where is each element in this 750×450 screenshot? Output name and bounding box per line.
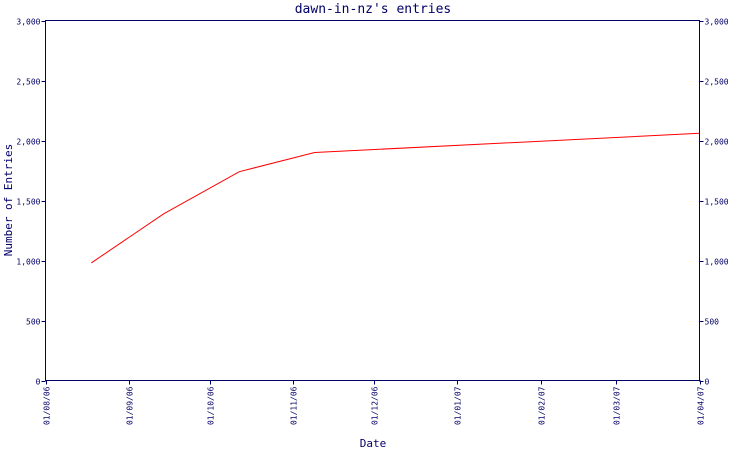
y-axis-left: 0 500 1,000 1,500 2,000 2,500 3,000 [16,18,46,387]
x-tick-label: 01/10/06 [207,386,216,425]
y-tick-label-left: 1,500 [16,198,40,207]
y-tick-label-right: 2,000 [705,138,729,147]
x-tick-label: 01/09/06 [126,386,135,425]
y-tick-label-left: 3,000 [16,18,40,27]
x-axis-title: Date [360,437,387,450]
x-tick-label: 01/03/07 [613,386,622,425]
chart-title: dawn-in-nz's entries [295,2,452,17]
y-tick-label-right: 0 [705,378,710,387]
y-tick-label-left: 1,000 [16,258,40,267]
x-tick-label: 01/02/07 [538,386,547,425]
y-tick-label-right: 1,000 [705,258,729,267]
x-tick-label: 01/04/07 [697,386,706,425]
y-tick-label-left: 500 [26,318,41,327]
plot-area-border [45,20,700,381]
x-tick-label: 01/01/07 [454,386,463,425]
y-tick-label-left: 0 [36,378,41,387]
y-tick-label-left: 2,000 [16,138,40,147]
x-axis: 01/08/06 01/09/06 01/10/06 01/11/06 01/12/06… [43,380,706,425]
series-line [91,132,700,264]
x-tick-label: 01/12/06 [371,386,380,425]
x-tick-label: 01/11/06 [290,386,299,425]
y-tick-label-right: 3,000 [705,18,729,27]
y-tick-label-right: 500 [705,318,720,327]
y-tick-label-right: 2,500 [705,78,729,87]
y-axis-title: Number of Entries [2,144,15,257]
x-tick-label: 01/08/06 [43,386,52,425]
y-tick-label-left: 2,500 [16,78,40,87]
y-axis-right: 0 500 1,000 1,500 2,000 2,500 3,000 [699,18,729,387]
y-tick-label-right: 1,500 [705,198,729,207]
